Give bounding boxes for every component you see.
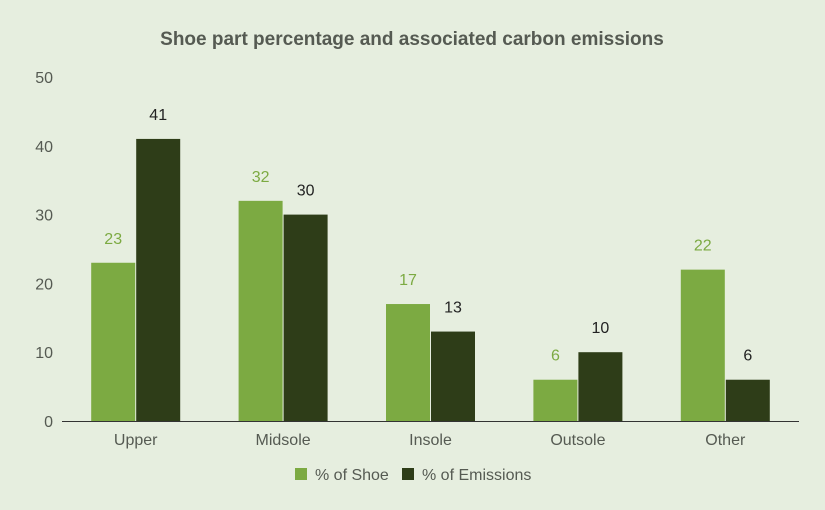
data-label: 6: [743, 348, 752, 365]
bars-group: [91, 138, 770, 422]
bar-other-series-2: [725, 379, 770, 421]
x-tick-label: Upper: [114, 432, 158, 449]
y-tick-label: 0: [44, 414, 53, 431]
x-tick-label: Midsole: [256, 432, 311, 449]
x-tick-label: Insole: [409, 432, 452, 449]
y-tick-label: 40: [35, 139, 53, 156]
data-label: 22: [694, 238, 712, 255]
data-label: 17: [399, 272, 417, 289]
data-label: 30: [297, 183, 315, 200]
y-tick-label: 10: [35, 345, 53, 362]
legend-swatch: [295, 468, 307, 480]
bar-outsole-series-2: [578, 352, 623, 421]
bar-midsole-series-2: [283, 214, 328, 421]
y-axis: 0 10 20 30 40 50: [35, 70, 53, 431]
bar-midsole-series-1: [238, 200, 283, 421]
legend-label: % of Shoe: [315, 467, 389, 484]
legend-swatch: [402, 468, 414, 480]
data-label: 23: [104, 231, 122, 248]
y-tick-label: 50: [35, 70, 53, 87]
bar-outsole-series-1: [533, 379, 578, 421]
bar-upper-series-1: [91, 262, 136, 421]
bar-insole-series-1: [386, 304, 430, 421]
x-tick-label: Outsole: [550, 432, 605, 449]
data-label: 6: [551, 348, 560, 365]
chart-title: Shoe part percentage and associated carb…: [160, 29, 664, 50]
legend: % of Shoe % of Emissions: [295, 467, 531, 484]
x-axis: Upper Midsole Insole Outsole Other: [114, 432, 746, 449]
x-tick-label: Other: [705, 432, 746, 449]
data-label: 41: [149, 107, 167, 124]
y-tick-label: 30: [35, 208, 53, 225]
data-label: 32: [252, 169, 270, 186]
data-label: 13: [444, 300, 462, 317]
bar-insole-series-2: [431, 331, 475, 421]
bar-upper-series-2: [136, 138, 181, 422]
data-labels-group: 23 41 32 30 17 13 6 10 22 6: [104, 107, 752, 365]
y-tick-label: 20: [35, 276, 53, 293]
legend-label: % of Emissions: [422, 467, 531, 484]
data-label: 10: [592, 320, 610, 337]
bar-other-series-1: [680, 269, 725, 421]
